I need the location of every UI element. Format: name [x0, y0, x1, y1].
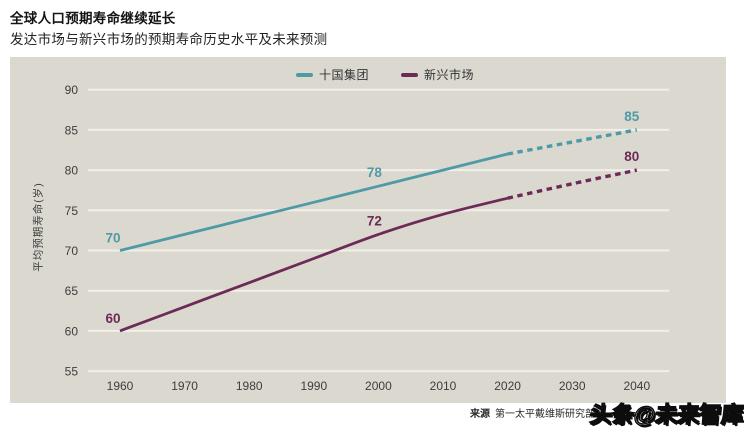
x-tick-label: 1980: [236, 379, 263, 393]
legend-item-1: 新兴市场: [401, 66, 474, 83]
data-point-label: 85: [624, 109, 640, 124]
y-tick-label: 75: [65, 204, 79, 218]
legend-swatch-icon: [295, 72, 313, 77]
series-line-history: [119, 196, 508, 333]
y-tick-label: 80: [65, 164, 79, 178]
series-line-forecast: [507, 168, 638, 200]
y-tick-label: 65: [65, 284, 79, 298]
legend: 十国集团 新兴市场: [10, 66, 726, 83]
data-point-label: 70: [105, 231, 120, 246]
watermark: 头条@未来智库: [588, 401, 744, 427]
x-tick-label: 1970: [171, 379, 198, 393]
x-tick-label: 2000: [365, 379, 392, 393]
data-point-label: 78: [367, 165, 383, 180]
x-tick-label: 1990: [300, 379, 327, 393]
source-note: 来源 第一太平戴维斯研究部: [470, 405, 595, 420]
series-line-forecast: [507, 128, 638, 156]
chart-panel: 十国集团 新兴市场 平均预期寿命(岁) 55 60 65 70 75 80 85 90 1960 1…: [10, 57, 726, 403]
legend-swatch-icon: [401, 72, 418, 77]
data-point-label: 72: [367, 213, 382, 228]
data-point-label: 80: [624, 149, 639, 164]
y-tick-label: 85: [65, 123, 79, 137]
data-point-label: 60: [105, 311, 120, 326]
y-tick-label: 90: [65, 83, 79, 97]
source-label: 来源: [470, 409, 490, 420]
x-tick-label: 2010: [430, 379, 457, 393]
source-text: 第一太平戴维斯研究部: [495, 409, 595, 420]
y-tick-label: 55: [65, 365, 79, 379]
series-line-history: [119, 152, 508, 252]
y-tick-label: 70: [65, 244, 79, 258]
chart-title: 全球人口预期寿命继续延长: [10, 11, 176, 26]
legend-item-0: 十国集团: [295, 66, 369, 83]
legend-label: 新兴市场: [424, 68, 475, 82]
y-tick-label: 60: [65, 324, 79, 338]
chart-plot: 55 60 65 70 75 80 85 90 1960 1970 1980 1990 2000 2010…: [65, 83, 669, 393]
chart-subtitle: 发达市场与新兴市场的预期寿命历史水平及未来预测: [10, 32, 328, 47]
x-tick-label: 2030: [559, 379, 586, 393]
x-tick-label: 2040: [623, 379, 650, 393]
x-tick-label: 1960: [107, 379, 134, 393]
legend-label: 十国集团: [318, 68, 369, 82]
x-tick-label: 2020: [494, 379, 521, 393]
